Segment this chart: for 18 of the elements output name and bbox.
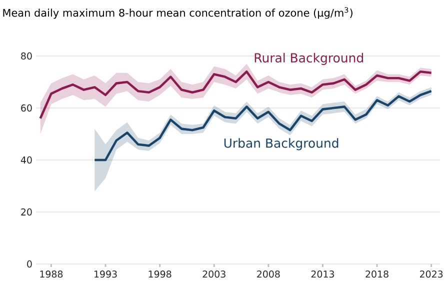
line-series (39, 70, 432, 120)
chart-title: Mean daily maximum 8-hour mean concentration of ozone (μg/m$^{3}$) (3, 7, 352, 19)
y-tick-label: 40 (20, 156, 32, 164)
y-tick-label: 0 (27, 260, 32, 268)
line-series (94, 90, 432, 162)
x-tick-label: 2008 (257, 270, 280, 278)
x-tick-label: 2023 (420, 270, 443, 278)
x-tick-label: 2013 (311, 270, 334, 278)
y-tick-label: 80 (21, 52, 32, 60)
x-tick-label: 2003 (202, 270, 226, 278)
series-label: Rural Background (254, 52, 363, 65)
x-tick-label: 1993 (94, 270, 117, 278)
y-tick-label: 20 (21, 208, 32, 216)
x-tick-label: 1988 (40, 270, 63, 278)
series-label: Urban Background (224, 138, 338, 150)
y-tick-label: 60 (21, 104, 32, 112)
x-tick-label: 2018 (366, 270, 388, 278)
x-tick-label: 1998 (148, 270, 172, 278)
